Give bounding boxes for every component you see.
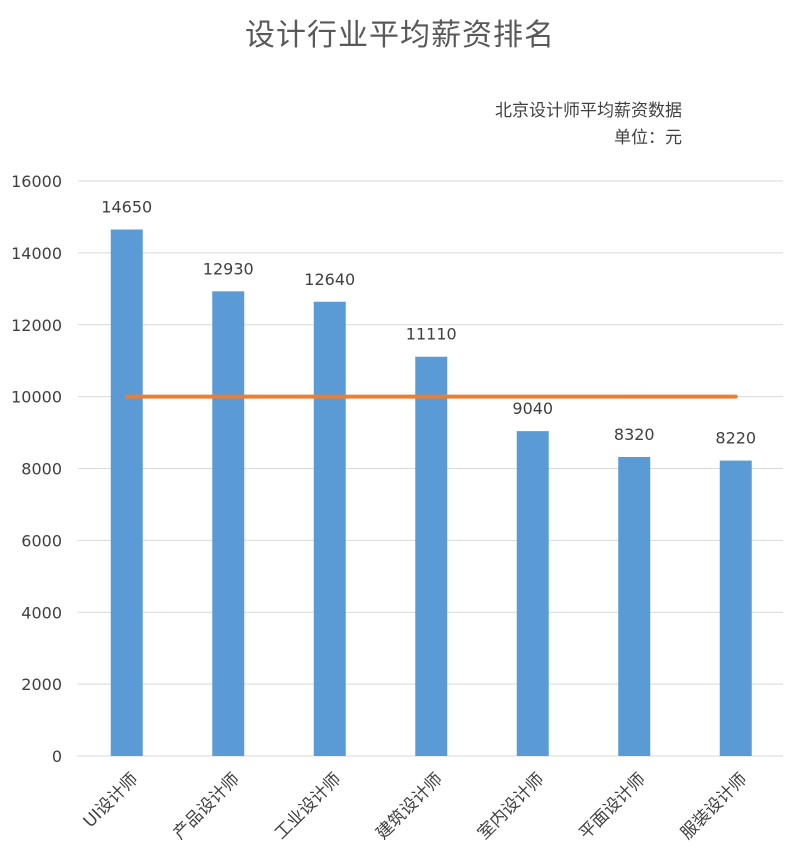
x-tick-label: 建筑设计师 (373, 769, 447, 843)
y-tick-label: 8000 (21, 460, 62, 479)
x-tick-label: 服装设计师 (677, 769, 751, 843)
bar (719, 460, 752, 756)
data-label: 11110 (406, 325, 457, 344)
data-label: 8320 (614, 425, 655, 444)
data-label: 12640 (304, 270, 355, 289)
bar (212, 291, 245, 756)
bar (313, 301, 346, 756)
y-tick-label: 10000 (11, 388, 62, 407)
data-label: 8220 (715, 429, 756, 448)
y-tick-label: 16000 (11, 172, 62, 191)
x-tick-label: 平面设计师 (576, 769, 650, 843)
subtitle-line-unit: 单位：元 (614, 128, 682, 148)
x-tick-label: UI设计师 (80, 769, 143, 832)
x-tick-label: 产品设计师 (170, 769, 244, 843)
y-tick-label: 4000 (21, 603, 62, 622)
data-label: 9040 (512, 399, 553, 418)
y-tick-label: 0 (52, 747, 62, 766)
bar (618, 457, 651, 756)
x-tick-label: 工业设计师 (271, 769, 345, 843)
y-axis-tick-labels: 0 2000 4000 6000 8000 10000 12000 14000 16000 (11, 172, 62, 766)
subtitle-line-data-source: 北京设计师平均薪资数据 (495, 101, 682, 121)
y-tick-label: 2000 (21, 675, 62, 694)
bar (516, 431, 549, 756)
bar (415, 356, 448, 756)
x-tick-label: 室内设计师 (474, 769, 548, 843)
chart-subtitle: 北京设计师平均薪资数据 单位：元 (495, 98, 682, 152)
data-label: 12930 (203, 259, 254, 278)
data-label: 14650 (101, 198, 152, 217)
bar (110, 229, 143, 756)
y-tick-label: 6000 (21, 531, 62, 550)
bars (110, 229, 752, 756)
chart-title: 设计行业平均薪资排名 (245, 18, 555, 53)
data-labels: 14650 12930 12640 11110 9040 8320 8220 (101, 198, 756, 448)
y-tick-label: 14000 (11, 244, 62, 263)
y-tick-label: 12000 (11, 316, 62, 335)
x-axis-category-labels: UI设计师 产品设计师 工业设计师 建筑设计师 室内设计师 平面设计师 服装设计师 (80, 769, 752, 843)
